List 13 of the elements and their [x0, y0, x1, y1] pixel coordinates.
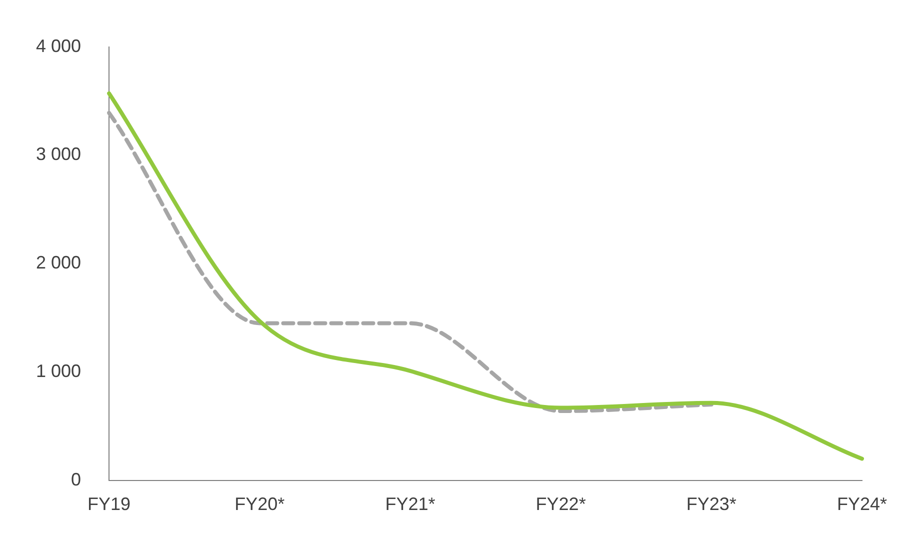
y-tick-label: 0	[71, 469, 82, 490]
line-series	[107, 91, 864, 461]
x-tick-label: FY24*	[836, 494, 887, 514]
x-tick-label: FY20*	[234, 494, 285, 514]
y-tick-label: 2 000	[36, 252, 82, 273]
x-tick-label: FY19	[88, 494, 131, 514]
x-tick-label: FY21*	[385, 494, 436, 514]
x-tick-label: FY22*	[536, 494, 586, 514]
y-tick-label: 1 000	[36, 360, 82, 381]
y-tick-label: 3 000	[36, 144, 82, 164]
x-tick-label: FY23*	[686, 494, 736, 514]
line-series	[107, 110, 714, 414]
y-tick-label: 4 000	[36, 36, 82, 56]
